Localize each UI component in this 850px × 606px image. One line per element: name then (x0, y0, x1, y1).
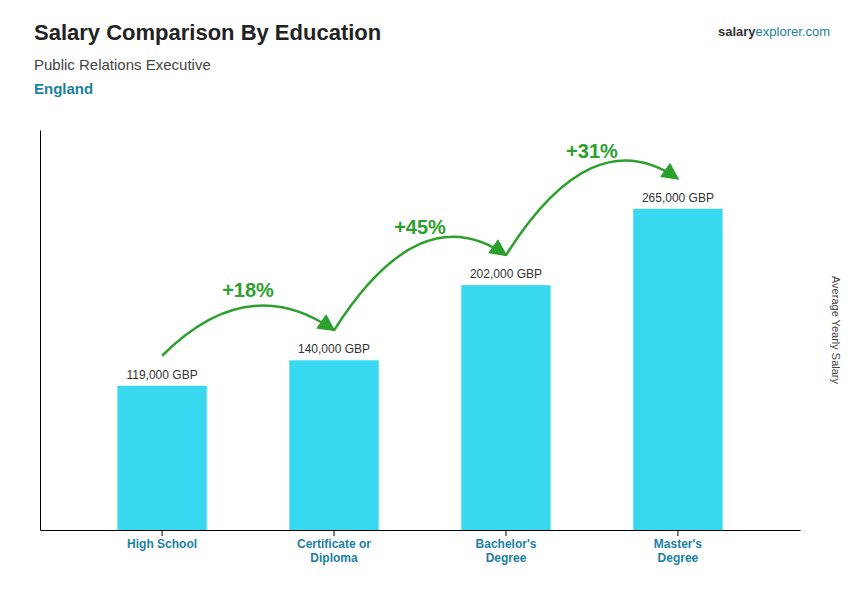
x-tick-mark (162, 530, 163, 536)
plot: High School Certificate orDiploma Bachelor… (41, 131, 801, 565)
x-tick: High School (127, 530, 197, 551)
data-label: 140,000 GBP (298, 342, 370, 356)
x-tick: Bachelor'sDegree (476, 530, 537, 565)
growth-arrow (334, 237, 506, 331)
x-tick-label-line: Diploma (310, 551, 358, 565)
x-axis: High School Certificate orDiploma Bachelor… (41, 530, 801, 565)
x-tick: Master'sDegree (654, 530, 703, 565)
source: salaryexplorer.com (718, 24, 830, 39)
x-tick-mark (677, 530, 678, 536)
title: Salary Comparison By Education (34, 20, 381, 45)
bar (289, 360, 378, 530)
y-axis-label: Average Yearly Salary (830, 276, 842, 385)
y-axis-line (40, 131, 41, 531)
data-label: 202,000 GBP (470, 267, 542, 281)
x-tick-mark (505, 530, 506, 536)
x-tick-label: Master'sDegree (654, 537, 703, 565)
annotation: +18% (222, 279, 274, 301)
data-label: 265,000 GBP (642, 191, 714, 205)
annotation: +31% (566, 140, 618, 162)
x-tick-label-line: Master's (654, 537, 703, 551)
x-tick-label-line: Degree (486, 551, 527, 565)
growth-arrow (506, 160, 678, 255)
bar (117, 386, 206, 530)
y-axis (40, 131, 41, 531)
x-tick-label-line: High School (127, 537, 197, 551)
x-tick-label: High School (127, 537, 197, 551)
bar (633, 209, 722, 530)
x-tick-label-line: Degree (658, 551, 699, 565)
x-tick-label-line: Certificate or (297, 537, 371, 551)
subtitle: England (34, 80, 93, 97)
source-part: explorer.com (756, 24, 830, 39)
x-axis-line (41, 530, 801, 531)
data-label: 119,000 GBP (126, 368, 197, 382)
source-part: salary (718, 24, 756, 39)
bars (117, 209, 722, 530)
bar (461, 285, 550, 530)
x-tick: Certificate orDiploma (297, 530, 371, 565)
annotation: +45% (394, 216, 446, 238)
x-tick-label-line: Bachelor's (476, 537, 537, 551)
subtitle: Public Relations Executive (34, 56, 211, 73)
chart: Salary Comparison By Education Public Rel… (0, 0, 850, 606)
labels: 119,000 GBP 140,000 GBP 202,000 GBP 265,000… (126, 140, 713, 382)
x-tick-label: Certificate orDiploma (297, 537, 371, 565)
x-tick-mark (334, 530, 335, 536)
growth-arrow (162, 306, 334, 356)
x-tick-label: Bachelor'sDegree (476, 537, 537, 565)
